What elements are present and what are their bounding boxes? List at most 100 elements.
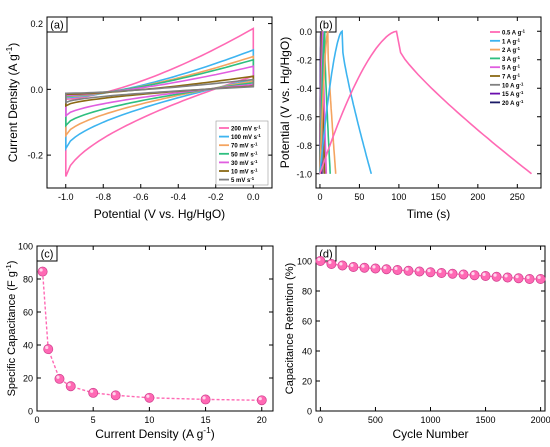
data-point <box>37 266 48 277</box>
y-tick-label: 0.0 <box>30 85 43 95</box>
legend-label: 10 A g-1 <box>502 81 524 90</box>
data-point-highlight <box>90 389 94 393</box>
y-axis-label: Potential (V vs. Hg/HgO) <box>278 37 292 168</box>
y-axis-label: Current Density (A g-1) <box>4 43 20 163</box>
data-point-highlight <box>39 268 43 272</box>
y-axis-label: Specific Capacitance (F g-1) <box>4 261 19 397</box>
y-tick-label: -0.6 <box>296 112 312 122</box>
data-point <box>458 269 469 280</box>
legend-label: 70 mV s-1 <box>231 141 258 150</box>
data-point <box>337 260 348 271</box>
x-axis-label: Potential (V vs. Hg/HgO) <box>94 207 225 221</box>
legend: 0.5 A g-11 A g-12 A g-13 A g-15 A g-17 A… <box>490 28 526 107</box>
x-tick-label: 10 <box>144 415 154 425</box>
legend-label: 200 mV s-1 <box>231 124 261 133</box>
y-tick-label: 0.0 <box>299 27 312 37</box>
data-point-highlight <box>146 394 150 398</box>
data-point-highlight <box>202 396 206 400</box>
panel-tag: (a) <box>50 20 63 32</box>
data-point-highlight <box>416 268 420 272</box>
y-tick-label: 60 <box>302 317 312 327</box>
data-point-highlight <box>45 345 49 350</box>
y-tick-label: 60 <box>23 308 33 318</box>
data-point <box>43 344 54 355</box>
data-point-highlight <box>471 272 475 276</box>
panel-a: -1.0 -0.8 -0.6 -0.4 -0.2 0.0 -0.2 0.0 0.2 (a) Pote… <box>4 16 273 221</box>
x-tick-label: 20 <box>257 415 267 425</box>
data-point <box>256 395 267 406</box>
legend-label: 1 A g-1 <box>502 37 521 46</box>
panel-tag-box <box>315 16 337 33</box>
legend-label: 5 mV s-1 <box>231 176 255 185</box>
panel-c: 0 5 10 15 20 0 20 40 60 80 100 (c) Current Density (… <box>4 242 274 441</box>
legend-label: 50 mV s-1 <box>231 150 258 159</box>
plot-frame <box>46 16 273 189</box>
x-axis-label: Cycle Number <box>392 427 468 441</box>
data-point-highlight <box>339 262 343 266</box>
x-tick-label: 0 <box>34 415 39 425</box>
cv-curve <box>65 78 255 104</box>
data-point <box>403 265 414 276</box>
y-tick-label: 0 <box>307 407 312 417</box>
data-point <box>54 373 65 384</box>
data-point-highlight <box>427 269 431 273</box>
y-tick-label: -0.8 <box>296 141 312 151</box>
data-point-highlight <box>317 257 321 261</box>
data-point-highlight <box>405 267 409 271</box>
data-point <box>200 394 211 405</box>
data-point-highlight <box>328 260 332 264</box>
legend-label: 10 mV s-1 <box>231 167 258 176</box>
data-point <box>480 271 491 281</box>
data-point-highlight <box>361 264 365 268</box>
x-tick-label: 1500 <box>476 415 496 425</box>
data-point <box>348 262 359 272</box>
data-point <box>502 272 513 283</box>
data-point <box>370 263 381 274</box>
x-tick-label: 150 <box>431 192 446 202</box>
y-axis-label: Capacitance Retention (%) <box>284 263 296 394</box>
x-tick-label: 0 <box>318 415 323 425</box>
data-point-highlight <box>438 269 442 273</box>
plot-frame <box>315 16 542 189</box>
y-tick-label: 0 <box>28 407 33 417</box>
legend-label: 20 A g-1 <box>502 98 524 107</box>
data-point <box>110 390 121 401</box>
panel-tag-box <box>46 16 68 33</box>
y-tick-label: -0.4 <box>296 84 312 94</box>
legend-label: 100 mV s-1 <box>231 133 261 142</box>
x-tick-label: 0 <box>317 192 322 202</box>
y-tick-label: 40 <box>302 347 312 357</box>
gcd-curve <box>319 29 373 175</box>
data-point-highlight <box>493 273 497 277</box>
data-point-highlight <box>394 266 398 270</box>
data-line <box>41 271 262 401</box>
data-point-highlight <box>482 272 486 276</box>
x-tick-label: -0.6 <box>133 192 149 202</box>
data-point-highlight <box>372 265 376 269</box>
y-tick-label: -0.2 <box>27 151 43 161</box>
y-tick-label: -1.0 <box>296 169 312 179</box>
data-point <box>447 268 458 279</box>
panel-tag: (c) <box>41 249 54 261</box>
data-point <box>524 274 535 284</box>
panel-tag: (b) <box>319 20 332 32</box>
data-point <box>535 274 546 284</box>
x-tick-label: -1.0 <box>58 192 74 202</box>
data-point <box>88 387 99 398</box>
x-axis-label: Time (s) <box>407 207 451 221</box>
data-point <box>513 273 524 284</box>
data-point-highlight <box>449 270 453 274</box>
data-point <box>65 381 76 392</box>
data-point <box>381 264 392 275</box>
x-tick-label: 50 <box>354 192 364 202</box>
y-tick-label: 80 <box>302 287 312 297</box>
gcd-curve <box>319 30 533 175</box>
legend-label: 30 mV s-1 <box>231 158 258 167</box>
legend-label: 7 A g-1 <box>502 72 521 81</box>
x-tick-label: -0.2 <box>208 192 224 202</box>
panel-tag-box <box>36 245 58 262</box>
legend-label: 0.5 A g-1 <box>502 28 526 37</box>
x-tick-label: 200 <box>470 192 485 202</box>
data-point <box>315 256 326 266</box>
data-point-highlight <box>67 383 71 387</box>
